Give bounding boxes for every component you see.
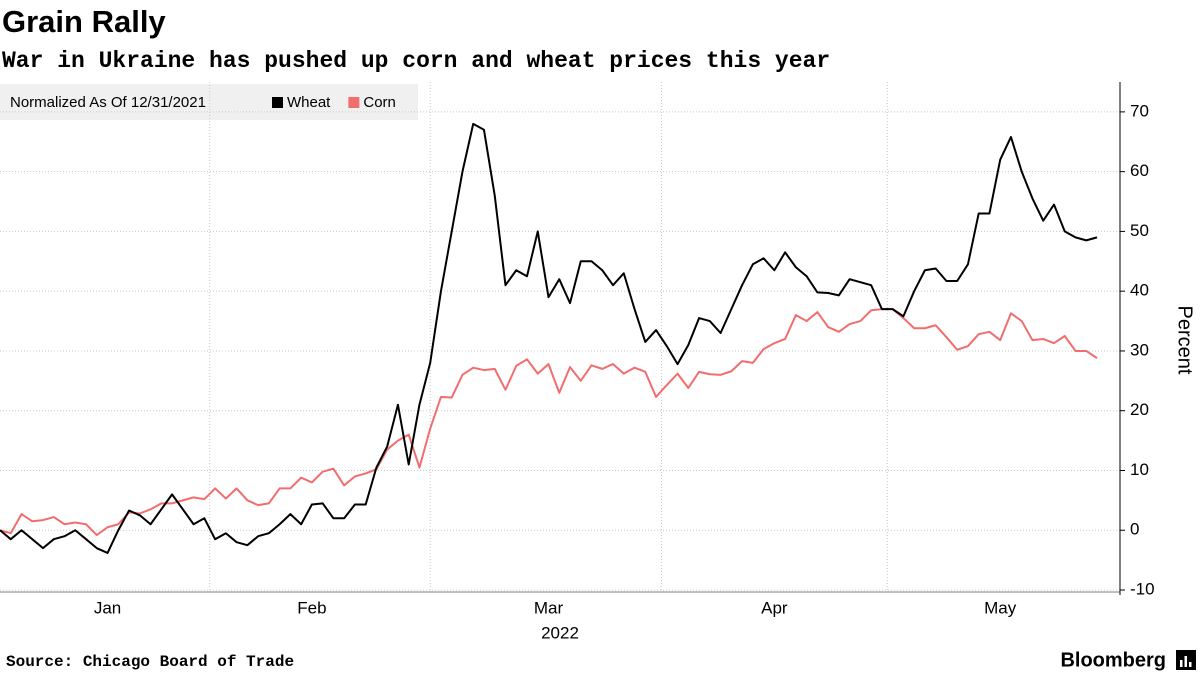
brand-icon <box>1176 650 1196 670</box>
y-tick-label: 0 <box>1130 520 1139 539</box>
chart-title: Grain Rally <box>2 4 166 39</box>
x-sublabel: 2022 <box>541 623 579 642</box>
x-tick-label: Feb <box>297 598 326 617</box>
x-tick-label: Jan <box>94 598 121 617</box>
brand: Bloomberg <box>1060 649 1166 671</box>
series-line <box>0 122 1098 554</box>
x-tick-label: Mar <box>534 598 564 617</box>
x-tick-label: Apr <box>761 598 788 617</box>
y-tick-label: 30 <box>1130 340 1149 359</box>
y-tick-label: 40 <box>1130 281 1149 300</box>
y-tick-label: 20 <box>1130 400 1149 419</box>
y-tick-label: 50 <box>1130 221 1149 240</box>
legend-label: Corn <box>363 94 396 111</box>
legend-label: Wheat <box>287 94 331 111</box>
source: Source: Chicago Board of Trade <box>6 653 294 671</box>
series-line <box>0 308 1098 537</box>
y-tick-label: -10 <box>1130 579 1155 598</box>
x-tick-label: May <box>984 598 1017 617</box>
legend-box <box>0 84 418 120</box>
legend-title: Normalized As Of 12/31/2021 <box>10 94 206 111</box>
y-axis-label: Percent <box>1174 306 1196 375</box>
legend-swatch <box>348 97 360 108</box>
y-tick-label: 70 <box>1130 101 1149 120</box>
legend-swatch <box>272 97 283 108</box>
y-tick-label: 60 <box>1130 161 1149 180</box>
y-tick-label: 10 <box>1130 460 1149 479</box>
chart-subtitle: War in Ukraine has pushed up corn and wh… <box>2 48 830 74</box>
